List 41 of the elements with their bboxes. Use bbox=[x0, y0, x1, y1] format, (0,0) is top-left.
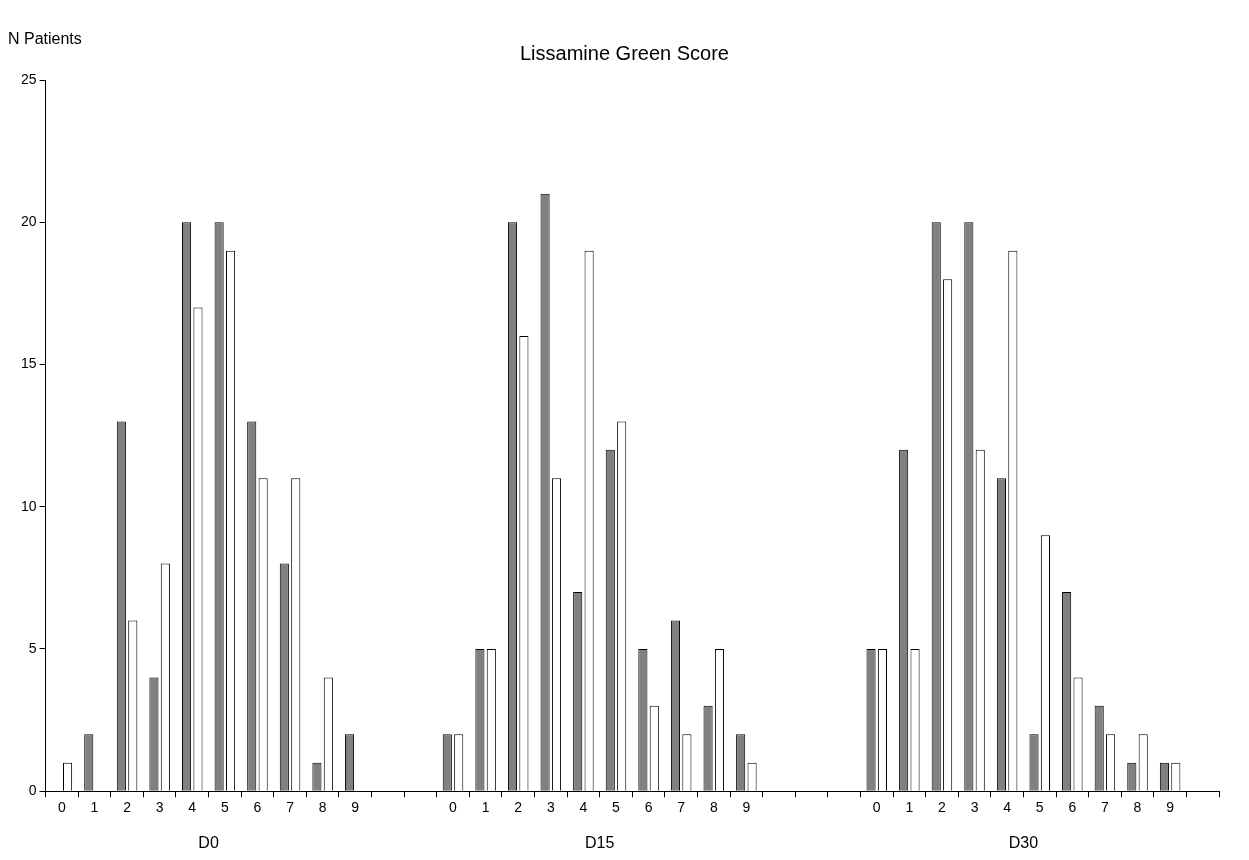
x-tick-label: 5 bbox=[612, 799, 621, 816]
x-tick-label: 3 bbox=[546, 799, 555, 816]
chart-title: Lissamine Green Score bbox=[520, 42, 729, 64]
y-tick-label: 0 bbox=[28, 782, 37, 799]
text: D15 bbox=[585, 834, 615, 851]
x-tick-label: 4 bbox=[1003, 799, 1012, 816]
text: D0 bbox=[198, 834, 219, 851]
y-tick-label: 20 bbox=[20, 213, 37, 230]
x-tick-label: 9 bbox=[351, 799, 360, 816]
x-tick-label: 3 bbox=[155, 799, 164, 816]
x-tick-label: 2 bbox=[514, 799, 523, 816]
x-tick-label: 7 bbox=[1101, 799, 1110, 816]
x-tick-label: 3 bbox=[970, 799, 979, 816]
y-tick-label: 5 bbox=[28, 639, 37, 656]
y-tick-label: 25 bbox=[20, 70, 37, 87]
x-tick-label: 1 bbox=[481, 799, 490, 816]
x-tick-label: 0 bbox=[57, 799, 66, 816]
x-tick-label: 2 bbox=[123, 799, 132, 816]
x-tick-label: 1 bbox=[905, 799, 914, 816]
x-tick-label: 5 bbox=[220, 799, 229, 816]
x-tick-label: 4 bbox=[188, 799, 197, 816]
y-axis-title: N Patients bbox=[8, 30, 82, 48]
x-tick-label: 5 bbox=[1035, 799, 1044, 816]
x-tick-label: 7 bbox=[677, 799, 686, 816]
x-tick-label: 6 bbox=[1068, 799, 1077, 816]
x-tick-label: 8 bbox=[1133, 799, 1142, 816]
x-tick-label: 9 bbox=[1166, 799, 1175, 816]
x-tick-label: 2 bbox=[938, 799, 947, 816]
x-tick-label: 9 bbox=[742, 799, 751, 816]
x-tick-label: 1 bbox=[90, 799, 99, 816]
x-tick-label: 6 bbox=[253, 799, 262, 816]
x-tick-label: 8 bbox=[709, 799, 718, 816]
x-tick-label: 0 bbox=[449, 799, 458, 816]
text: D30 bbox=[1008, 834, 1039, 851]
x-tick-label: 0 bbox=[872, 799, 881, 816]
x-tick-label: 6 bbox=[644, 799, 653, 816]
y-tick-label: 10 bbox=[20, 497, 37, 514]
x-tick-label: 7 bbox=[286, 799, 295, 816]
x-tick-label: 8 bbox=[318, 799, 327, 816]
x-tick-label: 4 bbox=[579, 799, 588, 816]
y-tick-label: 15 bbox=[20, 355, 37, 372]
